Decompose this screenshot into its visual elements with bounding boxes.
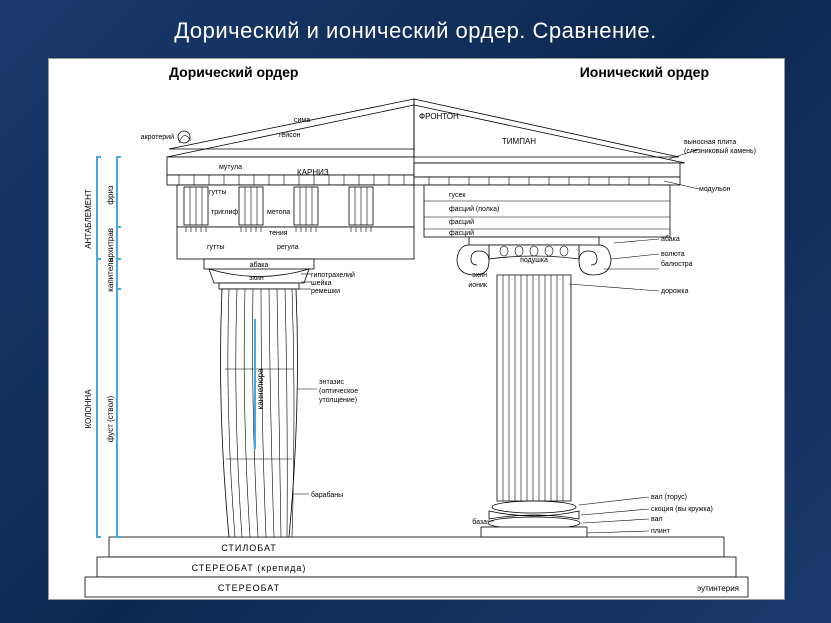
lbl-fasci2: фасций <box>449 218 474 226</box>
ionic-order: ТИМПАН <box>414 99 756 537</box>
lbl-friz: фриз <box>106 185 115 205</box>
lbl-baza: база <box>472 518 487 526</box>
lbl-plint: плинт <box>651 528 671 535</box>
lbl-sheika: шейка <box>311 279 332 287</box>
stilobat-step <box>109 537 724 557</box>
ionic-shaft <box>497 275 571 501</box>
lbl-podushka: подушка <box>520 257 548 264</box>
lbl-stereobat2: СТЕРЕОБАТ <box>218 583 280 593</box>
lbl-akroterion: акротерий <box>141 133 174 141</box>
lbl-gutty: гутты <box>209 189 227 196</box>
lbl-stilobat: СТИЛОБАТ <box>221 543 277 553</box>
lbl-vinos: выносная плита(слезниковый камень) <box>684 139 756 155</box>
lbl-stereobat: СТЕРЕОБАТ (крепида) <box>192 563 307 573</box>
lbl-fasci3: фасций <box>449 229 474 237</box>
lbl-timpan: ТИМПАН <box>502 137 536 146</box>
lbl-abaka: абака <box>250 261 269 269</box>
doric-order: акротерий сима гейсон мутула гутты тригл… <box>84 99 459 537</box>
ionic-title: Ионический ордер <box>580 64 709 80</box>
slide-title: Дорический и ионический ордер. Сравнение… <box>0 0 831 54</box>
lbl-eutinteria: эутинтерия <box>697 584 739 593</box>
lbl-arhitrav: архитрав <box>106 228 115 262</box>
diagram-panel: Дорический ордер Ионический ордер СТИЛОБ… <box>48 58 785 600</box>
slide: Дорический и ионический ордер. Сравнение… <box>0 0 831 623</box>
lbl-kannelura: каннелюра <box>256 368 265 409</box>
ionic-base <box>481 501 587 537</box>
ionic-abacus <box>469 237 599 245</box>
lbl-regula: регула <box>277 244 299 251</box>
lbl-remeshki: ремешки <box>311 288 340 295</box>
doric-architrave <box>177 227 414 259</box>
lbl-tenia: тения <box>269 230 288 237</box>
lbl-gipotr: гипотрахелий <box>311 271 355 279</box>
doric-neck <box>219 283 299 289</box>
lbl-fasci1: фасций (полка) <box>449 205 499 213</box>
lbl-gusek: гусек <box>449 192 466 199</box>
lbl-iabaka: абака <box>661 235 680 243</box>
lbl-entasis: энтазис(оптическоеутолщение) <box>319 379 358 404</box>
lbl-metopa: метопа <box>267 209 290 216</box>
lbl-balust: балюстра <box>661 260 693 268</box>
ionic-cornice <box>414 163 680 177</box>
doric-mutulae <box>167 175 414 185</box>
lbl-iekhin: эхин <box>472 272 487 279</box>
lbl-kapitel: капитель <box>106 258 115 292</box>
lbl-antablement: АНТАБЛЕМЕНТ <box>84 189 93 249</box>
orders-svg: Дорический ордер Ионический ордер СТИЛОБ… <box>49 59 784 599</box>
lbl-modulon: модульон <box>699 186 731 193</box>
lbl-baraban: барабаны <box>311 491 343 499</box>
lbl-val2: вал <box>651 516 663 523</box>
ionic-modillions <box>414 177 680 185</box>
doric-cornice <box>167 157 414 175</box>
lbl-skotia: скоция (вы кружка) <box>651 506 713 513</box>
doric-pediment <box>169 99 414 149</box>
lbl-kolonna: КОЛОННА <box>84 389 93 429</box>
doric-title: Дорический ордер <box>169 64 298 80</box>
lbl-geison: гейсон <box>279 131 301 139</box>
lbl-trigliph: триглиф <box>211 209 238 216</box>
lbl-val1: вал (торус) <box>651 494 687 501</box>
lbl-voluta: волюта <box>661 251 685 258</box>
lbl-dorozh: дорожка <box>661 288 689 295</box>
lbl-ekhin: эхин <box>249 275 264 282</box>
stereobat-step2 <box>85 577 748 597</box>
lbl-fust: фуст (ствол) <box>106 395 115 442</box>
lbl-mutula: мутула <box>219 164 242 171</box>
lbl-gutty2: гутты <box>207 244 225 251</box>
ionic-pediment <box>414 99 679 157</box>
akroterion-icon <box>178 131 191 143</box>
lbl-ionik: ионик <box>468 282 488 289</box>
lbl-karniz: КАРНИЗ <box>297 168 329 177</box>
lbl-sima: сима <box>294 117 310 124</box>
